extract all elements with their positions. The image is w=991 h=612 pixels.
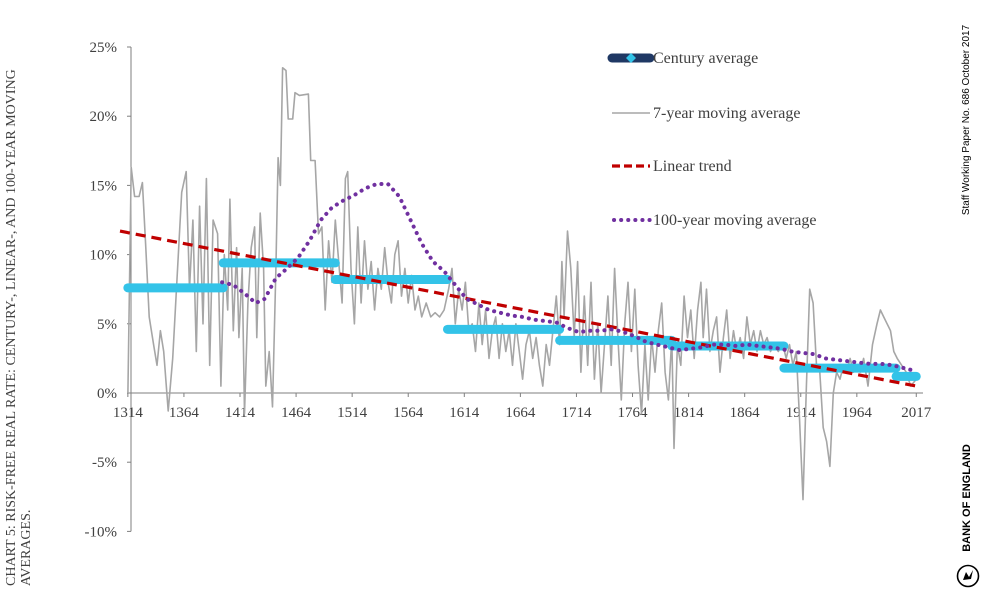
legend-marker-diamond (626, 53, 636, 63)
legend: Century average 7-year moving average Line… (607, 50, 816, 229)
footer-text: Staff Working Paper No. 686 October 2017 (961, 24, 972, 216)
y-tick-label: 25% (90, 40, 118, 56)
x-tick-label: 1964 (842, 405, 873, 421)
y-tick-label: 10% (90, 248, 118, 264)
bank-of-england-wordmark: BANK OF ENGLAND (961, 444, 973, 552)
legend-label: 7-year moving average (653, 105, 800, 122)
x-tick-label: 1814 (674, 405, 705, 421)
x-tick-label: 1914 (786, 405, 817, 421)
y-tick-label: -10% (85, 524, 118, 540)
x-tick-label: 1364 (169, 405, 200, 421)
x-tick-label: 2017 (901, 405, 932, 421)
series-layer (119, 67, 921, 501)
y-tick-label: 5% (97, 317, 117, 333)
series-100-year-moving-average (220, 182, 918, 373)
y-tick-label: 15% (90, 178, 118, 194)
legend-label: Linear trend (653, 158, 732, 175)
x-tick-label: 1864 (730, 405, 761, 421)
x-tick-label: 1314 (113, 405, 144, 421)
x-tick-label: 1614 (449, 405, 480, 421)
y-tick-label: 20% (90, 109, 118, 125)
x-tick-label: 1764 (618, 405, 649, 421)
bank-of-england-logo-icon (956, 564, 980, 588)
y-tick-label: 0% (97, 386, 117, 402)
x-tick-label: 1714 (561, 405, 592, 421)
x-tick-label: 1664 (505, 405, 536, 421)
x-tick-label: 1564 (393, 405, 424, 421)
x-tick-label: 1414 (225, 405, 256, 421)
legend-label: 100-year moving average (653, 212, 816, 229)
series-linear-trend (119, 229, 917, 388)
axes: -10% -5% 0% 5% 10% 15% 20% 25% 1314 1364 1414 1464 1… (85, 40, 932, 540)
legend-label: Century average (653, 50, 758, 67)
series-7-year-moving-average (127, 67, 917, 501)
x-tick-label: 1514 (337, 405, 368, 421)
x-tick-label: 1464 (281, 405, 312, 421)
y-tick-label: -5% (92, 455, 117, 471)
